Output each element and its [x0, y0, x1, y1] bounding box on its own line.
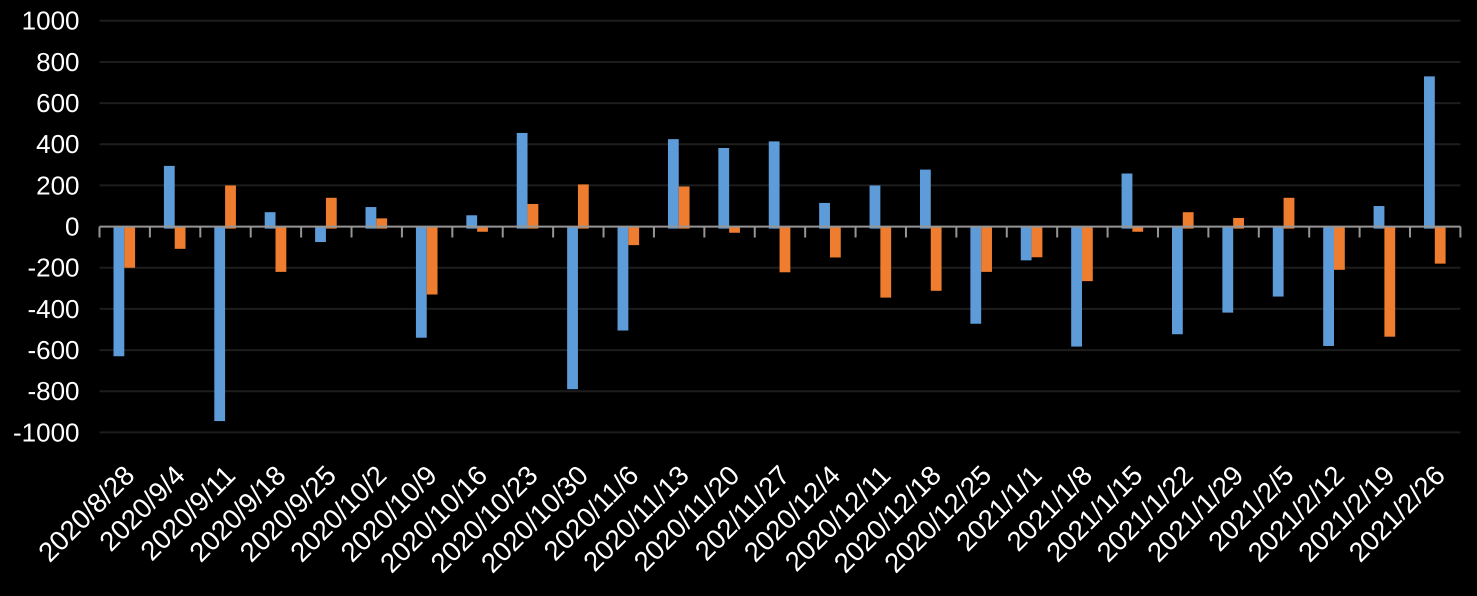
svg-text:600: 600: [36, 88, 79, 118]
svg-text:-1000: -1000: [13, 417, 80, 447]
svg-text:-600: -600: [27, 335, 79, 365]
svg-text:-800: -800: [27, 376, 79, 406]
svg-text:-400: -400: [27, 294, 79, 324]
svg-text:-200: -200: [27, 253, 79, 283]
svg-text:400: 400: [36, 129, 79, 159]
svg-text:1000: 1000: [22, 6, 80, 36]
svg-text:200: 200: [36, 170, 79, 200]
svg-text:800: 800: [36, 47, 79, 77]
svg-text:0: 0: [65, 212, 79, 242]
